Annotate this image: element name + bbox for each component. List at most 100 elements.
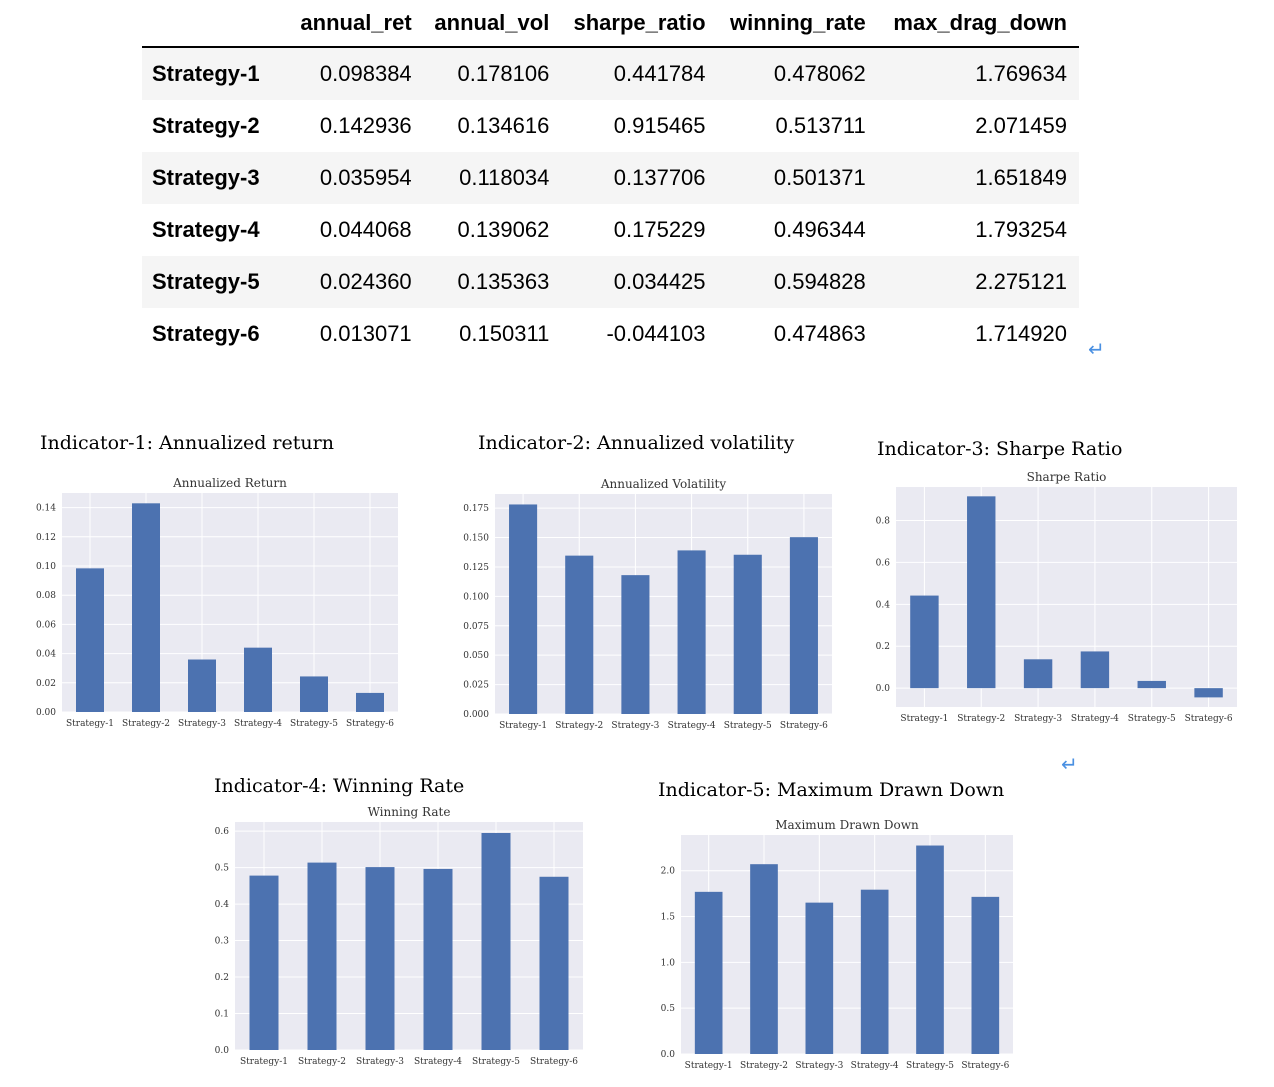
y-tick-label: 0.06: [36, 620, 56, 630]
table-cell: 0.142936: [319, 113, 412, 138]
chart-title: Winning Rate: [368, 805, 451, 819]
y-tick-label: 0.3: [215, 937, 230, 947]
table-cell: 2.275121: [877, 256, 1079, 308]
table-cell: 0.098384: [290, 47, 424, 100]
table-cell: 1.714920: [975, 321, 1067, 346]
bar-strategy-1: [509, 504, 538, 714]
chart-title: Maximum Drawn Down: [775, 818, 919, 832]
bar-strategy-2: [132, 503, 160, 712]
y-tick-label: 0.5: [661, 1004, 676, 1014]
bar-strategy-5: [481, 833, 511, 1050]
column-header: sharpe_ratio: [561, 0, 718, 48]
x-tick-label: Strategy-6: [780, 721, 828, 731]
x-tick-label: Strategy-3: [795, 1061, 843, 1071]
table-row: Strategy-1 0.098384 0.178106 0.441784 0.…: [142, 47, 1079, 100]
table-row: Strategy-2 0.142936 0.134616 0.915465 0.…: [142, 100, 1079, 152]
row-label: Strategy-2: [152, 113, 260, 138]
table-cell: 0.034425: [561, 256, 718, 308]
plot-area: [896, 487, 1237, 707]
table-cell: 0.175229: [613, 217, 706, 242]
sharpe-ratio-chart: 0.0 0.2 0.4 0.6 0.8 Strategy-1 Strategy-2 Strat…: [876, 470, 1237, 724]
table-cell: 0.134616: [457, 113, 550, 138]
table-cell: 0.044068: [319, 217, 412, 242]
table-row: Strategy-5 0.024360 0.135363 0.034425 0.…: [142, 256, 1079, 308]
table-header-row: annual_ret annual_vol sharpe_ratio winni…: [142, 0, 1079, 48]
plot-area: [62, 493, 398, 712]
row-label: Strategy-5: [142, 256, 290, 308]
bar-strategy-6: [356, 692, 384, 712]
x-tick-label: Strategy-4: [1071, 714, 1119, 724]
y-tick-label: 0.04: [36, 650, 56, 660]
y-tick-label: 0.6: [215, 827, 230, 837]
plot-area: [235, 822, 583, 1050]
x-tick-label: Strategy-5: [472, 1057, 520, 1067]
table-cell: 0.594828: [717, 256, 878, 308]
x-tick-label: Strategy-2: [740, 1061, 788, 1071]
table-cell: 0.501371: [717, 152, 878, 204]
x-tick-label: Strategy-3: [356, 1057, 404, 1067]
bar-strategy-3: [188, 659, 216, 712]
chart-title: Annualized Return: [172, 476, 287, 490]
bar-strategy-4: [1080, 651, 1110, 689]
y-tick-label: 0.100: [463, 592, 489, 602]
table-row: Strategy-6 0.013071 0.150311 -0.044103 0…: [142, 308, 1079, 360]
bar-strategy-2: [750, 864, 778, 1054]
row-label: Strategy-1: [142, 47, 290, 100]
table-corner-cell: [142, 0, 290, 48]
bar-strategy-6: [539, 876, 569, 1050]
y-tick-label: 2.0: [661, 867, 676, 877]
y-tick-label: 1.0: [661, 958, 676, 968]
table-cell: 0.513711: [775, 113, 866, 138]
bar-strategy-3: [805, 902, 834, 1054]
y-tick-label: 0.4: [876, 600, 891, 610]
strategy-stats-table: annual_ret annual_vol sharpe_ratio winni…: [142, 0, 1079, 360]
x-tick-label: Strategy-2: [298, 1057, 346, 1067]
bar-strategy-3: [365, 867, 395, 1050]
x-tick-label: Strategy-2: [555, 721, 603, 731]
y-tick-label: 0.0: [215, 1046, 230, 1056]
bar-strategy-5: [733, 554, 762, 714]
x-tick-label: Strategy-4: [414, 1057, 462, 1067]
y-tick-label: 0.050: [463, 651, 489, 661]
column-header: winning_rate: [717, 0, 878, 48]
y-tick-label: 0.0: [661, 1050, 676, 1060]
y-tick-label: 0.12: [36, 533, 56, 543]
bar-strategy-6: [1194, 688, 1223, 698]
table-cell: 0.478062: [717, 47, 878, 100]
bar-strategy-5: [300, 676, 328, 712]
bar-strategy-2: [967, 496, 996, 689]
table-cell: 0.135363: [423, 256, 562, 308]
table-cell: 0.035954: [290, 152, 424, 204]
x-tick-label: Strategy-1: [499, 721, 547, 731]
table-cell: 0.137706: [561, 152, 718, 204]
y-tick-label: 0.6: [876, 558, 891, 568]
table-cell: 1.769634: [877, 47, 1079, 100]
bar-strategy-6: [789, 537, 818, 714]
x-tick-label: Strategy-3: [1014, 714, 1062, 724]
y-tick-label: 0.02: [36, 679, 56, 689]
table-cell: 0.496344: [773, 217, 866, 242]
x-tick-label: Strategy-5: [290, 719, 338, 729]
x-tick-label: Strategy-5: [724, 721, 772, 731]
y-tick-label: 0.8: [876, 517, 891, 527]
bar-strategy-2: [565, 555, 594, 714]
column-header: annual_ret: [290, 0, 424, 48]
table-cell: 2.071459: [975, 113, 1067, 138]
x-tick-label: Strategy-3: [611, 721, 659, 731]
x-tick-label: Strategy-1: [685, 1061, 733, 1071]
y-tick-label: 0.175: [463, 504, 489, 514]
x-tick-label: Strategy-6: [1185, 714, 1233, 724]
y-tick-label: 1.5: [661, 913, 676, 923]
bar-strategy-5: [916, 845, 944, 1054]
x-tick-label: Strategy-4: [851, 1061, 899, 1071]
y-tick-label: 0.4: [215, 900, 230, 910]
plot-area: [495, 494, 832, 714]
column-header: annual_vol: [423, 0, 562, 48]
bar-strategy-4: [423, 868, 453, 1050]
bar-strategy-4: [860, 889, 889, 1054]
bar-strategy-2: [307, 862, 337, 1050]
table-cell: 0.150311: [459, 321, 550, 346]
y-tick-label: 0.075: [463, 622, 489, 632]
y-tick-label: 0.2: [215, 973, 229, 983]
table-cell: 0.441784: [561, 47, 718, 100]
